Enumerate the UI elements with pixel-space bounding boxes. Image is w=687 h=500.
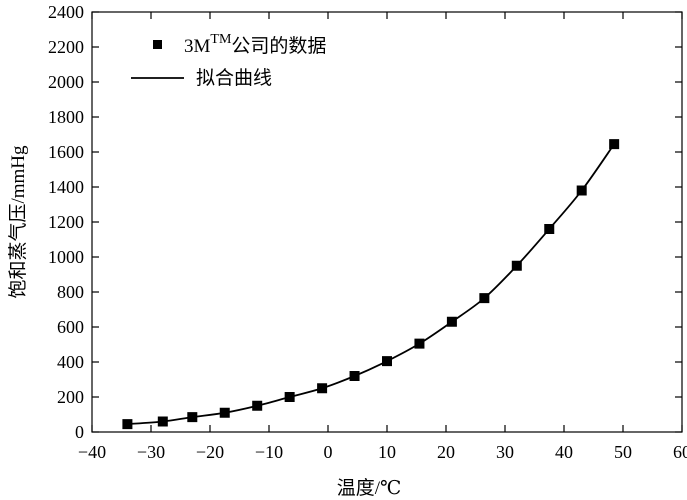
legend-label-data-base: 3M xyxy=(184,36,211,57)
data-point-marker xyxy=(609,139,620,150)
fit-curve-line xyxy=(127,143,615,426)
data-point-marker xyxy=(414,338,425,349)
y-tick-label: 1400 xyxy=(48,177,84,197)
x-tick-label: 30 xyxy=(496,442,514,462)
y-tick-label: 400 xyxy=(57,352,84,372)
y-tick-label: 600 xyxy=(57,317,84,337)
data-point-marker xyxy=(252,400,263,411)
legend-label-fit: 拟合曲线 xyxy=(196,67,272,89)
plot-frame xyxy=(91,11,683,433)
x-axis-tick-labels: −40 −30 −20 −10 0 10 20 30 40 50 60 xyxy=(78,442,687,462)
legend-label-data-rest: 公司的数据 xyxy=(231,35,326,57)
data-point-marker xyxy=(544,224,555,234)
x-tick-label: 40 xyxy=(555,442,573,462)
x-axis-label: 温度/℃ xyxy=(337,477,402,499)
y-tick-label: 2400 xyxy=(48,2,84,22)
legend-label-data-sup: TM xyxy=(210,32,232,47)
y-tick-label: 200 xyxy=(57,387,84,407)
x-tick-label: 50 xyxy=(614,442,632,462)
data-point-marker xyxy=(284,392,295,402)
x-tick-label: −20 xyxy=(196,442,224,462)
data-point-marker xyxy=(382,356,392,367)
x-tick-label: 0 xyxy=(324,442,333,462)
data-point-marker xyxy=(511,260,522,271)
data-point-marker xyxy=(349,371,360,381)
data-point-marker xyxy=(219,407,230,418)
x-tick-label: 20 xyxy=(437,442,455,462)
x-tick-label: −40 xyxy=(78,442,106,462)
legend: 3MTM公司的数据 拟合曲线 xyxy=(131,32,326,89)
x-tick-label: −10 xyxy=(255,442,283,462)
x-tick-label: 10 xyxy=(378,442,396,462)
y-tick-label: 0 xyxy=(75,422,84,442)
x-axis-ticks xyxy=(91,12,683,432)
y-axis-ticks xyxy=(92,11,682,433)
x-tick-label: −30 xyxy=(137,442,165,462)
y-tick-label: 800 xyxy=(57,282,84,302)
y-tick-label: 2000 xyxy=(48,72,84,92)
data-point-marker xyxy=(122,419,133,430)
y-tick-label: 1200 xyxy=(48,212,84,232)
y-axis-label: 饱和蒸气压/mmHg xyxy=(7,145,29,299)
data-point-marker xyxy=(576,185,587,196)
data-point-marker xyxy=(317,383,328,394)
y-tick-label: 1600 xyxy=(48,142,84,162)
legend-square-marker xyxy=(153,40,162,49)
data-point-marker xyxy=(157,416,168,427)
data-point-marker xyxy=(446,316,457,327)
data-points-layer xyxy=(122,139,620,430)
data-point-marker xyxy=(187,412,198,423)
x-tick-label: 60 xyxy=(673,442,687,462)
data-point-marker xyxy=(479,293,490,304)
legend-label-data: 3MTM公司的数据 xyxy=(184,32,326,57)
y-tick-label: 1800 xyxy=(48,107,84,127)
y-axis-tick-labels: 0 200 400 600 800 1000 1200 1400 1600 1800 2000 220… xyxy=(48,2,84,442)
y-tick-label: 1000 xyxy=(48,247,84,267)
fit-curve-layer xyxy=(127,143,615,426)
y-tick-label: 2200 xyxy=(48,37,84,57)
